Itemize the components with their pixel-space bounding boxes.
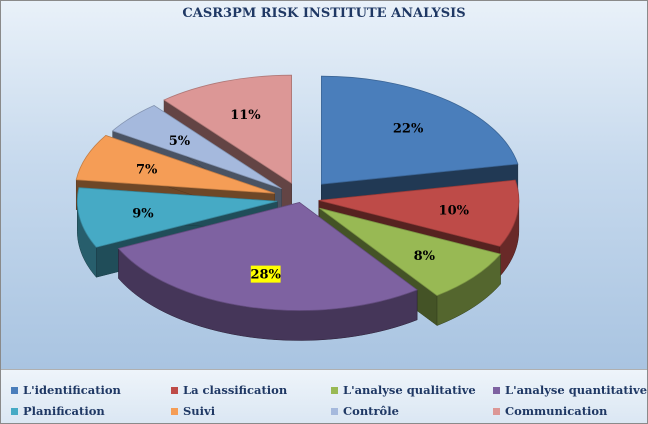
legend-swatch: [11, 387, 18, 394]
plot-area: 22% 10% 8% 28% 9% 7% 5% 11% CASR3PM RISK INSTIT…: [1, 1, 647, 370]
data-label-8: 11%: [230, 108, 261, 123]
legend-item: L'analyse quantitative: [493, 381, 647, 399]
legend-label: Communication: [505, 404, 607, 418]
legend-label: L'analyse quantitative: [505, 383, 647, 397]
legend-item: Communication: [493, 402, 607, 420]
legend-swatch: [171, 408, 178, 415]
data-label-7: 5%: [169, 134, 191, 149]
legend-item: L'identification: [11, 381, 121, 399]
legend-item: L'analyse qualitative: [331, 381, 476, 399]
pie-chart: 22% 10% 8% 28% 9% 7% 5% 11%: [1, 1, 647, 369]
data-label-4: 28%: [250, 268, 281, 283]
chart-title: CASR3PM RISK INSTITUTE ANALYSIS: [1, 6, 647, 21]
legend-item: Planification: [11, 402, 105, 420]
data-label-1: 22%: [393, 122, 424, 137]
legend-label: L'analyse qualitative: [343, 383, 476, 397]
legend-label: Suivi: [183, 404, 215, 418]
legend-item: Suivi: [171, 402, 215, 420]
legend-label: Contrôle: [343, 404, 399, 418]
legend-label: L'identification: [23, 383, 121, 397]
legend-label: Planification: [23, 404, 105, 418]
data-label-6: 7%: [136, 162, 158, 177]
legend-item: Contrôle: [331, 402, 399, 420]
data-label-3: 8%: [414, 249, 436, 264]
legend-swatch: [493, 408, 500, 415]
legend-swatch: [11, 408, 18, 415]
legend: L'identification La classification L'analy…: [1, 370, 647, 423]
legend-label: La classification: [183, 383, 287, 397]
legend-swatch: [171, 387, 178, 394]
data-label-2: 10%: [439, 204, 470, 219]
legend-item: La classification: [171, 381, 287, 399]
legend-swatch: [331, 408, 338, 415]
legend-swatch: [493, 387, 500, 394]
data-label-5: 9%: [132, 207, 154, 222]
legend-swatch: [331, 387, 338, 394]
